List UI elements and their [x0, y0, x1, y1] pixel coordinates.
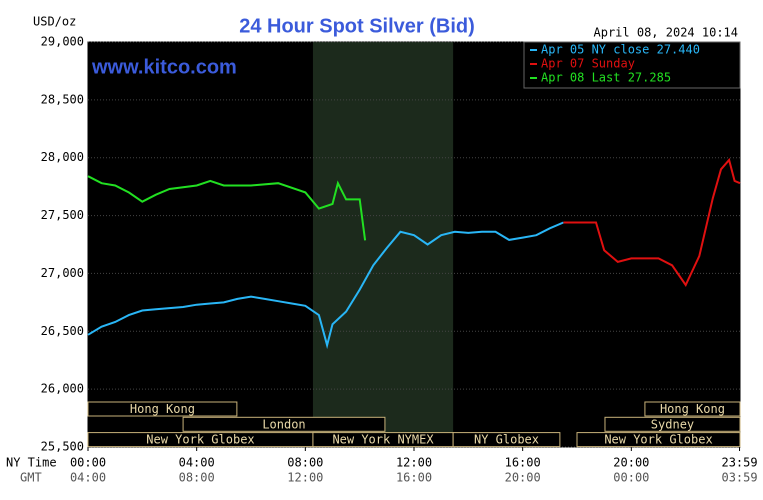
x2-tick-label: 00:00: [613, 471, 649, 485]
x-tick-label: 12:00: [396, 456, 432, 470]
x2-tick-label: 04:00: [70, 471, 106, 485]
x-tick-label: 00:00: [70, 456, 106, 470]
market-hours-shade: [312, 42, 454, 447]
watermark: www.kitco.com: [91, 56, 237, 78]
session-label: New York Globex: [146, 433, 254, 447]
y-tick-label: 28,500: [41, 92, 84, 106]
legend-box: [523, 41, 741, 89]
y-axis-label: USD/oz: [33, 15, 76, 29]
x2-tick-label: 12:00: [287, 471, 323, 485]
session-bar: [604, 416, 741, 432]
session-bar: [452, 432, 561, 448]
y-tick-label: 27,000: [41, 266, 84, 280]
timestamp: April 08, 2024 10:14: [594, 26, 739, 40]
legend-label: Apr 05 NY close 27.440: [541, 43, 700, 57]
x2-axis-label: GMT: [20, 471, 42, 485]
x-axis-label: NY Time: [6, 456, 57, 470]
x-tick-label: 20:00: [613, 456, 649, 470]
series-line: [87, 175, 367, 241]
x2-tick-label: 16:00: [396, 471, 432, 485]
x-tick-label: 23:59: [721, 456, 757, 470]
session-label: Sydney: [651, 417, 694, 431]
legend-label: Apr 08 Last 27.285: [541, 71, 671, 85]
y-tick-label: 26,000: [41, 382, 84, 396]
session-label: Hong Kong: [130, 402, 195, 416]
session-bar: [576, 432, 741, 448]
session-label: New York NYMEX: [332, 433, 434, 447]
session-label: London: [262, 417, 305, 431]
x2-tick-label: 20:00: [505, 471, 541, 485]
series-line: [563, 157, 741, 287]
x-tick-label: 16:00: [505, 456, 541, 470]
session-bar: [87, 401, 238, 417]
session-label: NY Globex: [474, 433, 539, 447]
x2-tick-label: 08:00: [179, 471, 215, 485]
x-tick-label: 04:00: [179, 456, 215, 470]
session-bar: [644, 401, 741, 417]
chart-title: 24 Hour Spot Silver (Bid): [239, 15, 475, 37]
y-tick-label: 29,000: [41, 35, 84, 49]
y-tick-label: 28,000: [41, 150, 84, 164]
series-line: [87, 221, 564, 350]
session-label: Hong Kong: [660, 402, 725, 416]
y-tick-label: 26,500: [41, 324, 84, 338]
x2-tick-label: 03:59: [721, 471, 757, 485]
legend-label: Apr 07 Sunday: [541, 57, 635, 71]
y-tick-label: 25,500: [41, 440, 84, 454]
x-tick-label: 08:00: [287, 456, 323, 470]
session-bar: [182, 416, 386, 432]
y-tick-label: 27,500: [41, 208, 84, 222]
session-label: New York Globex: [604, 433, 712, 447]
